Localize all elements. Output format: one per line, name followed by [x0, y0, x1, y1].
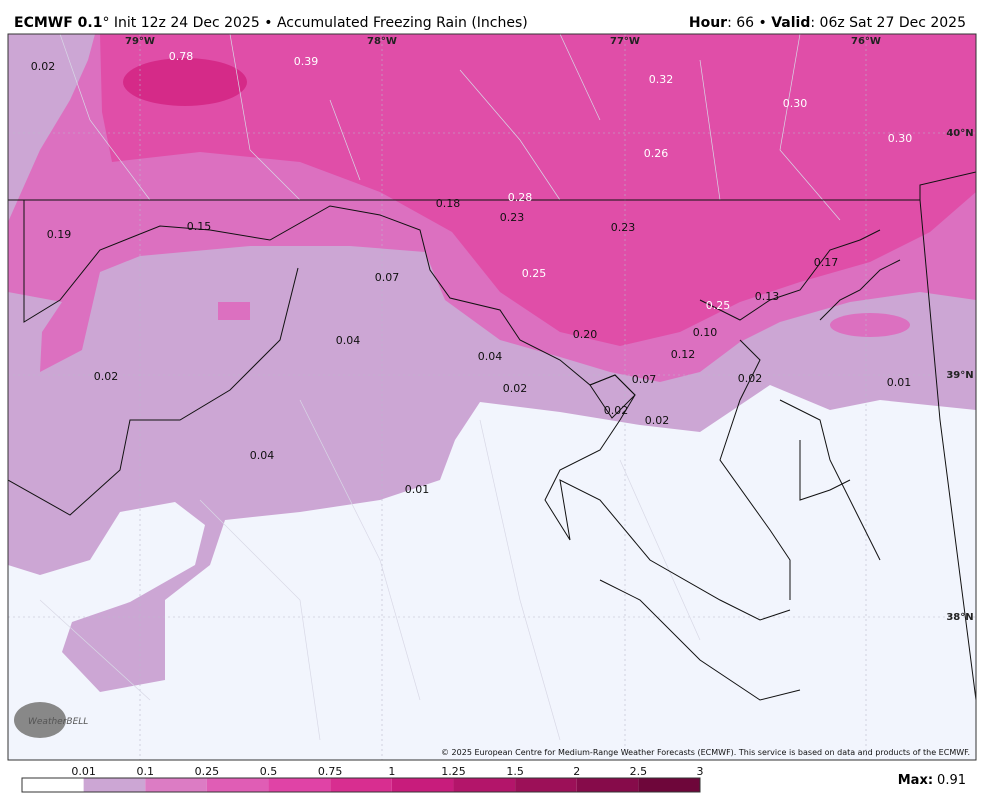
- colorbar-tick-label: 1.5: [506, 765, 524, 778]
- colorbar-tick-label: 2.5: [630, 765, 648, 778]
- colorbar-tick-label: 3: [697, 765, 704, 778]
- colorbar-tick-label: 2: [573, 765, 580, 778]
- contour-label: 0.02: [31, 60, 56, 73]
- contour-label: 0.19: [47, 228, 72, 241]
- contour-label: 0.04: [478, 350, 503, 363]
- contour-label: 0.23: [500, 211, 525, 224]
- copyright: © 2025 European Centre for Medium-Range …: [441, 748, 970, 757]
- contour-label: 0.02: [645, 414, 670, 427]
- contour-label: 0.17: [814, 256, 839, 269]
- contour-label: 0.04: [336, 334, 361, 347]
- colorbar-swatch: [515, 778, 577, 792]
- contour-label: 0.04: [250, 449, 275, 462]
- contour-label: 0.25: [522, 267, 547, 280]
- contour-label: 0.07: [375, 271, 400, 284]
- longitude-label: 77°W: [610, 36, 640, 47]
- contour-label: 0.30: [783, 97, 808, 110]
- county-lines: [39, 34, 841, 741]
- graticule: [8, 34, 976, 760]
- colorbar-swatch: [83, 778, 146, 792]
- valid-info: Hour: 66 • Valid: 06z Sat 27 Dec 2025: [689, 15, 966, 31]
- latitude-label: 40°N: [946, 128, 973, 139]
- contour-label: 0.32: [649, 73, 674, 86]
- colorbar-tick-label: 0.1: [137, 765, 155, 778]
- contour-label: 0.39: [294, 55, 319, 68]
- colorbar-swatch: [268, 778, 331, 792]
- max-label: Max:: [898, 773, 933, 788]
- contour-label: 0.02: [94, 370, 119, 383]
- contour-label: 0.28: [508, 191, 533, 204]
- longitude-label: 76°W: [851, 36, 881, 47]
- contour-label: 0.15: [187, 220, 212, 233]
- colorbar-swatch: [453, 778, 516, 792]
- logo-mark: [14, 702, 66, 738]
- contour-label: 0.78: [169, 50, 194, 63]
- contour-label: 0.30: [888, 132, 913, 145]
- contour-label: 0.13: [755, 290, 780, 303]
- graticule-labels: 79°W 78°W 77°W 76°W 40°N 39°N 38°N: [125, 36, 974, 623]
- contour-label: 0.02: [503, 382, 528, 395]
- contour-label: 0.18: [436, 197, 461, 210]
- longitude-label: 78°W: [367, 36, 397, 47]
- colorbar-swatch: [206, 778, 269, 792]
- colorbar-tick-label: 0.25: [195, 765, 220, 778]
- map: 0.02 0.78 0.39 0.32 0.30 0.26 0.30 0.28 0.18 0.23…: [8, 34, 976, 760]
- valid-value: : 06z Sat 27 Dec 2025: [810, 15, 966, 31]
- hour-value: : 66 •: [727, 15, 771, 31]
- colorbar-tick-label: 1.25: [441, 765, 466, 778]
- colorbar-swatch: [391, 778, 454, 792]
- colorbar-tick-label: 0.5: [260, 765, 278, 778]
- colorbar-frame: [21, 777, 701, 793]
- contour-labels: 0.02 0.78 0.39 0.32 0.30 0.26 0.30 0.28 0.18 0.23…: [31, 50, 913, 496]
- valid-label: Valid: [771, 15, 810, 31]
- latitude-label: 39°N: [946, 370, 973, 381]
- colorbar-swatch: [638, 778, 700, 792]
- region-mid-small: [218, 302, 250, 320]
- contour-label: 0.10: [693, 326, 718, 339]
- region-high: [100, 34, 976, 346]
- title: ECMWF 0.1° Init 12z 24 Dec 2025 • Accumu…: [14, 15, 528, 31]
- contour-label: 0.20: [573, 328, 598, 341]
- region-max: [123, 58, 247, 106]
- contour-label: 0.07: [632, 373, 657, 386]
- logo: WeatherBELL: [28, 717, 88, 727]
- colorbar-swatch: [145, 778, 207, 792]
- colorbar-swatch: [576, 778, 639, 792]
- contour-label: 0.12: [671, 348, 696, 361]
- colorbar-tick-label: 0.75: [318, 765, 343, 778]
- model: ECMWF 0.1: [14, 15, 102, 31]
- title-rest: ° Init 12z 24 Dec 2025 • Accumulated Fre…: [102, 15, 527, 31]
- region-mid-small: [830, 313, 910, 337]
- contour-label: 0.02: [738, 372, 763, 385]
- contour-label: 0.23: [611, 221, 636, 234]
- longitude-label: 79°W: [125, 36, 155, 47]
- colorbar: 0.01 0.1 0.25 0.5 0.75 1 1.25 1.5 2 2.5 3: [21, 765, 704, 793]
- contour-label: 0.02: [604, 404, 629, 417]
- colorbar-tick-label: 0.01: [71, 765, 96, 778]
- latitude-label: 38°N: [946, 612, 973, 623]
- contour-label: 0.26: [644, 147, 669, 160]
- max: Max: 0.91: [898, 773, 966, 788]
- state-borders: [8, 171, 976, 701]
- hour-label: Hour: [689, 15, 727, 31]
- colorbar-swatch: [330, 778, 392, 792]
- contour-label: 0.01: [405, 483, 430, 496]
- map-frame: [7, 33, 977, 761]
- max-value: 0.91: [937, 773, 966, 788]
- colorbar-tick-label: 1: [388, 765, 395, 778]
- colorbar-swatch: [22, 778, 84, 792]
- contour-label: 0.01: [887, 376, 912, 389]
- contour-label: 0.25: [706, 299, 731, 312]
